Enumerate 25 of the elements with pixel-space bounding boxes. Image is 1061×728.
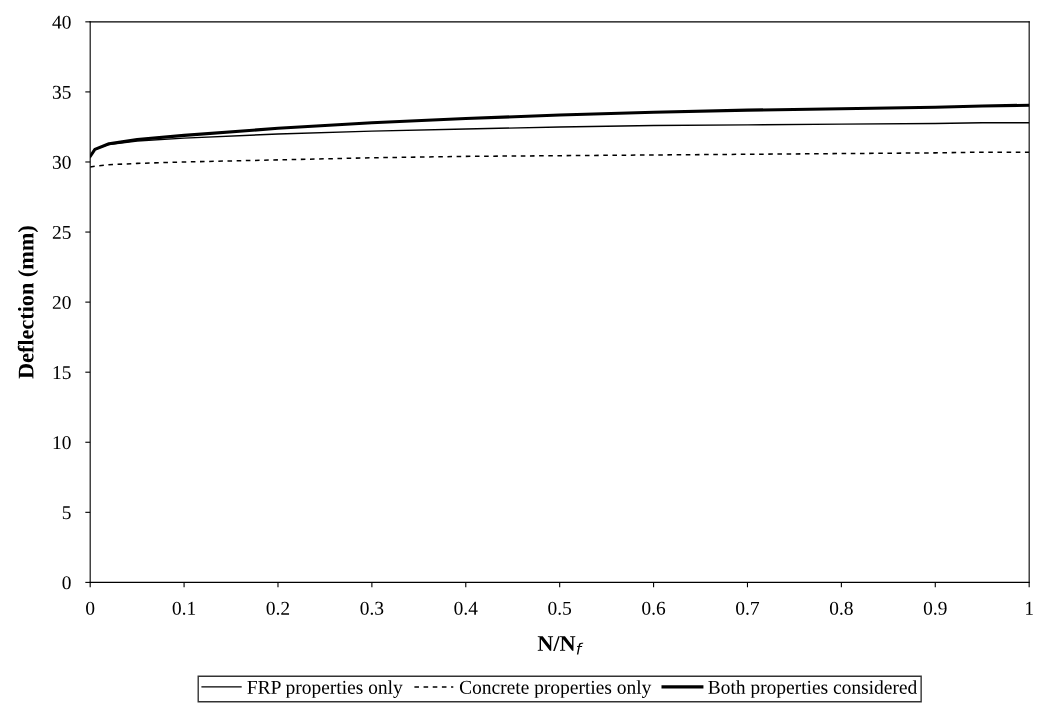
y-tick-label: 25 <box>52 225 71 239</box>
x-tick-label: 0.4 <box>454 601 478 615</box>
x-tick-label: 0.3 <box>360 601 384 615</box>
x-tick-label: 0.6 <box>642 601 666 615</box>
y-tick-label: 15 <box>53 366 71 380</box>
x-tick-label: 0.2 <box>266 601 290 615</box>
legend-label: Both properties considered <box>708 680 918 698</box>
legend-label: Concrete properties only <box>459 680 652 698</box>
y-tick-label: 0 <box>62 576 71 590</box>
y-tick-label: 10 <box>53 436 71 450</box>
x-tick-label: 0.1 <box>172 601 196 615</box>
legend-label: FRP properties only <box>247 680 403 698</box>
x-tick-label: 0.7 <box>736 601 760 615</box>
y-axis-title: Deflection (mm) <box>17 226 39 379</box>
x-tick-label: 0.8 <box>829 601 853 615</box>
x-tick-label: 0 <box>86 601 95 615</box>
x-tick-label: 0.5 <box>548 601 572 615</box>
y-tick-label: 40 <box>52 15 71 29</box>
y-tick-label: 30 <box>52 155 71 169</box>
x-tick-label: 1 <box>1026 601 1033 615</box>
x-axis-title: N/N$_{f}$ <box>537 636 584 655</box>
y-tick-label: 5 <box>62 506 71 520</box>
y-tick-label: 35 <box>52 85 71 99</box>
y-tick-label: 20 <box>52 295 71 310</box>
x-tick-label: 0.9 <box>923 601 947 615</box>
